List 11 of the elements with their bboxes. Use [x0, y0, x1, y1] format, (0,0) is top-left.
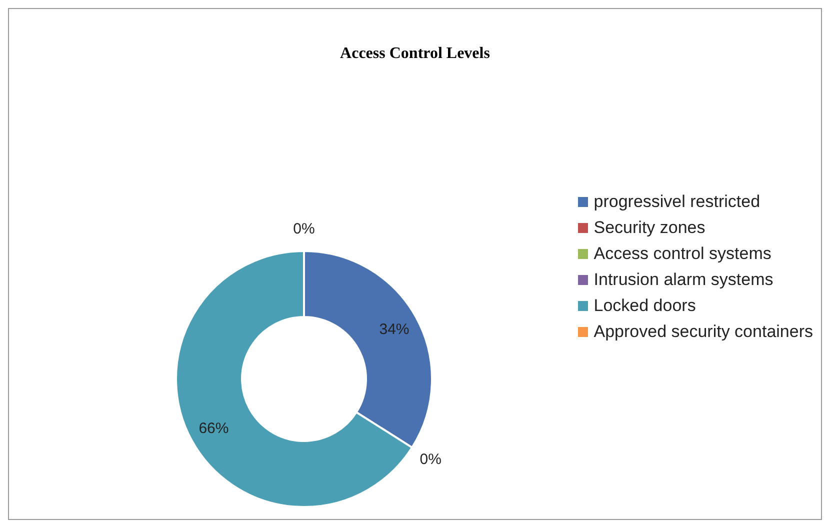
legend-label: progressivel restricted [594, 191, 760, 213]
legend-label: Intrusion alarm systems [594, 269, 774, 291]
chart-title: Access Control Levels [339, 45, 491, 63]
data-label: 66% [198, 420, 229, 438]
text: 0% [420, 450, 442, 468]
legend-label: Locked doors [594, 295, 696, 317]
legend-label: Approved security containers [594, 321, 813, 343]
data-label: 34% [379, 320, 410, 338]
legend-label: Access control systems [594, 243, 772, 265]
text: 0% [293, 220, 315, 238]
legend-label: Security zones [594, 217, 706, 239]
